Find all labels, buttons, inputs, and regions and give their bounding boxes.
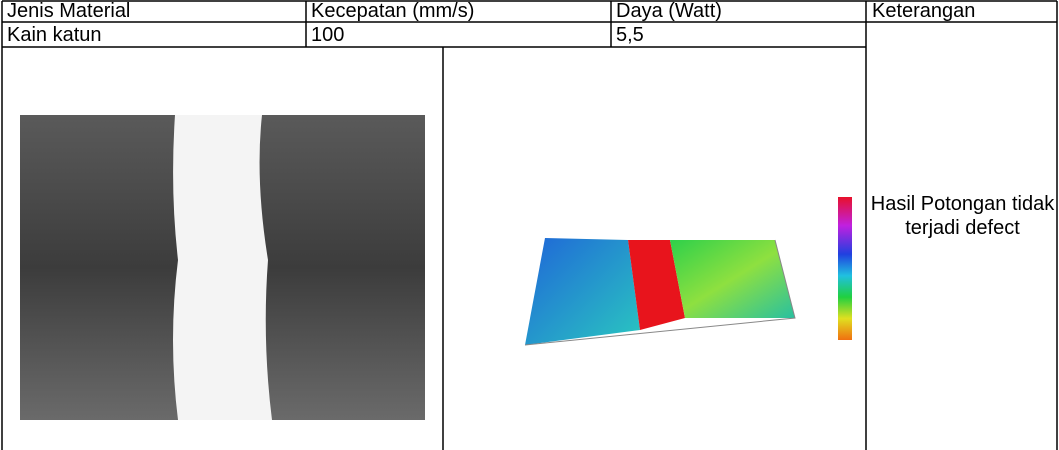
header-cell: Jenis Material [7, 0, 131, 22]
body-cell: 100 [311, 24, 345, 46]
body-cell: Kain katun [7, 24, 102, 46]
header-cell: Daya (Watt) [616, 0, 722, 22]
header-cell: Kecepatan (mm/s) [311, 0, 475, 22]
photo [20, 115, 425, 420]
body-cell: 5,5 [616, 24, 644, 46]
note-cell: Hasil Potongan tidak terjadi defect [870, 193, 1055, 239]
header-cell: Keterangan [872, 0, 976, 22]
surface-plot [524, 197, 852, 346]
